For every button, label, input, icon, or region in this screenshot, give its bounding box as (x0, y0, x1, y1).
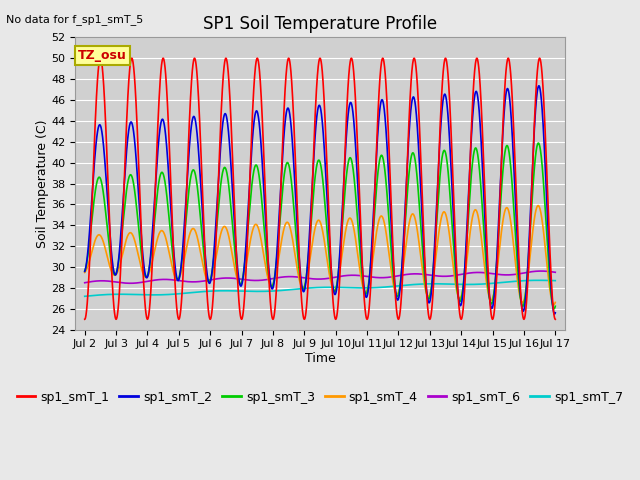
sp1_smT_6 (163, 276, 170, 282)
sp1_smT_6 (543, 268, 550, 274)
Line: sp1_smT_7: sp1_smT_7 (84, 280, 556, 296)
sp1_smT_6 (262, 277, 269, 283)
sp1_smT_1 (262, 192, 269, 197)
sp1_smT_2 (261, 211, 269, 216)
Line: sp1_smT_6: sp1_smT_6 (84, 271, 556, 283)
sp1_smT_4 (163, 237, 170, 243)
sp1_smT_7 (134, 292, 142, 298)
sp1_smT_1 (81, 316, 88, 322)
Line: sp1_smT_4: sp1_smT_4 (84, 205, 556, 304)
sp1_smT_6 (537, 268, 545, 274)
sp1_smT_7 (542, 277, 550, 283)
sp1_smT_6 (81, 280, 88, 286)
sp1_smT_2 (552, 310, 559, 316)
sp1_smT_4 (282, 221, 289, 227)
sp1_smT_2 (282, 115, 289, 121)
sp1_smT_3 (552, 303, 559, 309)
sp1_smT_2 (550, 311, 558, 317)
sp1_smT_3 (134, 223, 142, 228)
X-axis label: Time: Time (305, 352, 335, 365)
Line: sp1_smT_1: sp1_smT_1 (84, 58, 556, 319)
Text: TZ_osu: TZ_osu (77, 49, 127, 62)
sp1_smT_7 (282, 287, 289, 293)
sp1_smT_7 (492, 280, 499, 286)
Text: No data for f_sp1_smT_5: No data for f_sp1_smT_5 (6, 14, 143, 25)
sp1_smT_2 (535, 83, 543, 89)
sp1_smT_4 (261, 261, 269, 267)
sp1_smT_4 (534, 203, 542, 208)
sp1_smT_7 (163, 292, 170, 298)
sp1_smT_6 (134, 280, 142, 286)
sp1_smT_2 (163, 139, 170, 145)
Title: SP1 Soil Temperature Profile: SP1 Soil Temperature Profile (203, 15, 437, 33)
sp1_smT_4 (552, 300, 559, 305)
sp1_smT_4 (81, 270, 88, 276)
sp1_smT_3 (534, 140, 542, 146)
sp1_smT_1 (542, 153, 550, 159)
sp1_smT_2 (492, 279, 499, 285)
sp1_smT_3 (282, 164, 289, 170)
sp1_smT_7 (534, 277, 542, 283)
sp1_smT_3 (81, 268, 88, 274)
sp1_smT_7 (552, 278, 559, 284)
sp1_smT_1 (134, 158, 142, 164)
sp1_smT_3 (542, 222, 550, 228)
sp1_smT_4 (542, 254, 550, 260)
sp1_smT_6 (492, 271, 499, 277)
Line: sp1_smT_3: sp1_smT_3 (84, 143, 556, 309)
sp1_smT_3 (492, 276, 499, 282)
sp1_smT_6 (552, 269, 559, 275)
sp1_smT_6 (127, 280, 134, 286)
sp1_smT_3 (261, 238, 269, 244)
sp1_smT_2 (81, 269, 88, 275)
Y-axis label: Soil Temperature (C): Soil Temperature (C) (36, 119, 49, 248)
sp1_smT_1 (163, 83, 170, 89)
sp1_smT_7 (261, 288, 269, 294)
sp1_smT_1 (282, 77, 289, 83)
sp1_smT_3 (550, 306, 558, 312)
sp1_smT_2 (134, 189, 142, 194)
sp1_smT_1 (492, 294, 499, 300)
sp1_smT_6 (282, 274, 289, 280)
Line: sp1_smT_2: sp1_smT_2 (84, 86, 556, 314)
Legend: sp1_smT_1, sp1_smT_2, sp1_smT_3, sp1_smT_4, sp1_smT_6, sp1_smT_7: sp1_smT_1, sp1_smT_2, sp1_smT_3, sp1_smT… (12, 385, 628, 408)
sp1_smT_4 (492, 282, 499, 288)
sp1_smT_4 (134, 253, 142, 259)
sp1_smT_1 (552, 316, 559, 322)
sp1_smT_7 (81, 293, 88, 299)
sp1_smT_2 (542, 185, 550, 191)
sp1_smT_4 (550, 301, 557, 307)
sp1_smT_3 (163, 189, 170, 194)
sp1_smT_1 (97, 55, 104, 61)
